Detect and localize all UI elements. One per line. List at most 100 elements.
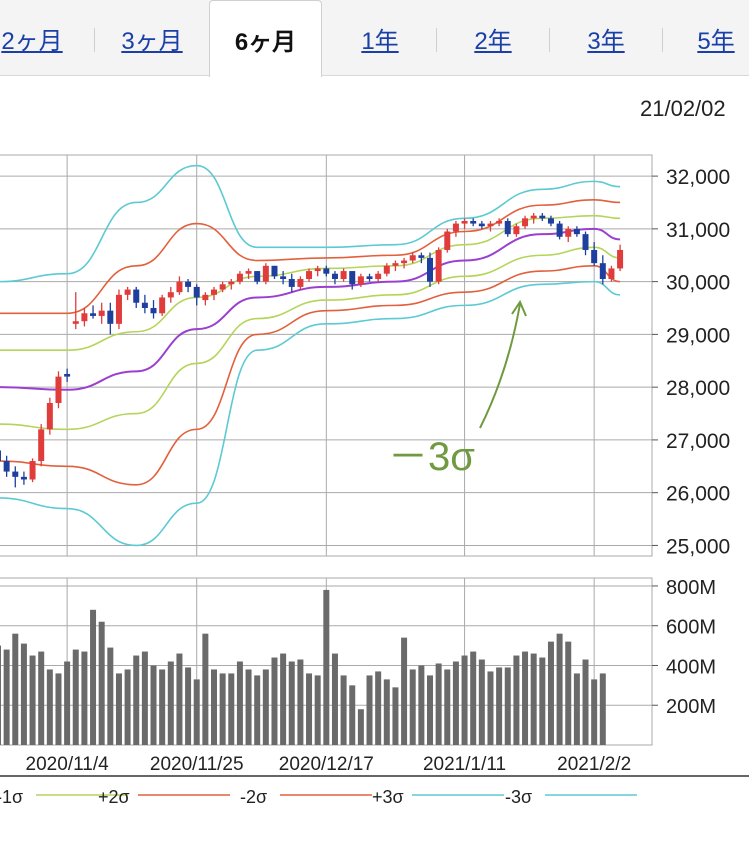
candle-body [478,223,485,227]
volume-bar [64,661,71,745]
legend-label: +2σ [98,787,130,807]
legend: -1σ +2σ -2σ +3σ -3σ [0,787,637,807]
candle-body [254,271,261,282]
volume-bar [20,643,27,745]
volume-bar [107,647,114,745]
tab-2-years[interactable]: 2年 [474,27,512,55]
candle-body [357,276,364,285]
volume-bar [513,655,520,745]
candle-body [245,271,252,274]
candle-body [513,226,520,235]
volume-bar [522,651,529,745]
candle-body [159,297,166,314]
candle-body [565,228,572,237]
volume-tick-label: 800M [666,577,716,599]
volume-bar [599,673,606,745]
price-grid [0,154,653,557]
volume-bar [556,633,563,745]
candle-body [435,249,442,282]
volume-bar [72,649,79,745]
volume-bar [470,651,477,745]
candle-body [124,289,131,295]
volume-bar [3,649,10,745]
date-tick-label: 2021/2/2 [557,754,631,775]
volume-bar [124,669,131,745]
legend-label: -1σ [0,787,23,807]
tab-1-year[interactable]: 1年 [361,27,399,55]
candle-body [0,450,1,462]
candle-body [504,220,511,235]
candle-body [3,461,10,472]
tab-2-months[interactable]: 2ヶ月 [1,27,63,55]
candle-body [133,289,140,303]
volume-bar [115,673,122,745]
volume-bar [496,667,503,745]
tab-5-years[interactable]: 5年 [697,27,735,55]
date-tick-label: 2021/1/11 [423,754,506,775]
volume-bar [418,665,425,745]
band-line-m2 [0,265,621,486]
volume-bar [349,685,356,745]
price-axis: 32,000 31,000 30,000 29,000 28,000 27,000 26,0… [652,166,730,558]
volume-bar [435,663,442,745]
tab-6-months[interactable]: 6ヶ月 [209,0,322,77]
volume-axis: 800M 600M 400M 200M [652,577,716,718]
legend-label: -3σ [505,787,532,807]
volume-bar [202,633,209,745]
candle-body [98,310,105,316]
candle-body [418,255,425,258]
volume-bar [29,655,36,745]
candle-body [427,257,433,282]
date-tick-label: 2020/11/25 [150,754,244,775]
volume-bar [185,667,192,745]
volume-bar [167,661,174,745]
candle-body [599,263,606,279]
volume-bar [331,653,338,745]
volume-bar [159,669,166,745]
volume-bars [0,589,606,745]
volume-bar [150,665,157,745]
candle-body [202,294,209,301]
volume-tick-label: 600M [666,617,716,639]
candle-body [452,223,459,232]
candle-body [323,268,330,274]
volume-bar [366,675,373,745]
volume-bar [539,657,546,745]
price-tick-label: 25,000 [666,535,730,558]
tab-3-years[interactable]: 3年 [587,27,625,55]
candle-body [211,289,217,295]
candle-body [219,284,226,290]
volume-bar [141,651,148,745]
period-tab-bar: 2ヶ月 3ヶ月 6ヶ月 1年 2年 3年 5年 [0,0,749,77]
candle-body [228,281,235,285]
candle-body [46,402,53,430]
price-tick-label: 29,000 [666,324,730,347]
volume-bar [228,673,235,745]
price-tick-label: 28,000 [666,377,730,400]
volume-bar [565,641,572,745]
volume-bar [314,675,321,745]
volume-bar [392,687,399,745]
band-line-ma [0,227,621,391]
candle-body [167,292,174,298]
volume-bar [452,661,459,745]
tab-3-months[interactable]: 3ヶ月 [121,27,183,55]
candle-body [539,215,546,219]
candle-body [556,223,563,237]
volume-bar [236,661,243,745]
candle-body [530,215,537,219]
candle-body [141,302,148,309]
volume-bar [254,675,261,745]
chart-date: 21/02/02 [640,96,726,121]
volume-bar [487,671,494,745]
candle-body [573,228,580,235]
volume-bar [271,657,278,745]
volume-bar [323,589,330,745]
candle-body [591,249,598,264]
candle-body [55,376,62,403]
volume-bar [280,653,287,745]
volume-tick-label: 400M [666,656,716,678]
volume-bar [530,653,537,745]
volume-bar [0,645,1,745]
candle-body [280,276,287,279]
